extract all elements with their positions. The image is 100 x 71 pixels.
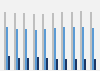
Bar [42,14,44,70]
Bar [37,57,39,70]
Bar [18,58,20,70]
Bar [61,12,63,70]
Bar [4,12,6,70]
Bar [54,28,56,70]
Bar [56,59,58,70]
Bar [80,11,82,70]
Bar [90,12,92,70]
Bar [94,59,96,70]
Bar [73,27,75,70]
Bar [8,56,10,70]
Bar [75,59,77,70]
Bar [16,29,18,70]
Bar [46,58,48,70]
Bar [35,30,37,70]
Bar [23,13,25,70]
Bar [82,27,84,70]
Bar [44,29,46,70]
Bar [6,27,8,70]
Bar [92,28,94,70]
Bar [71,12,73,70]
Bar [63,27,65,70]
Bar [33,14,35,70]
Bar [52,13,54,70]
Bar [25,29,27,70]
Bar [14,13,16,70]
Bar [27,58,29,70]
Bar [65,59,67,70]
Bar [84,59,86,70]
